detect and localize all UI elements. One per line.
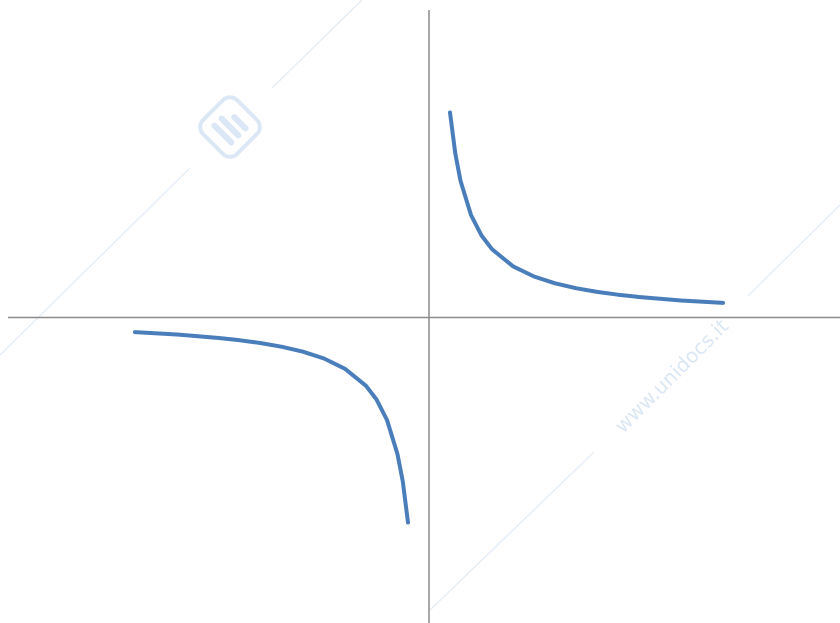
unidocs-logo-icon <box>198 95 262 159</box>
watermark-text: www.unidocs.it <box>610 314 734 438</box>
series-layer <box>133 110 725 525</box>
series-line-1 <box>448 110 725 305</box>
series-line-2 <box>133 330 410 525</box>
